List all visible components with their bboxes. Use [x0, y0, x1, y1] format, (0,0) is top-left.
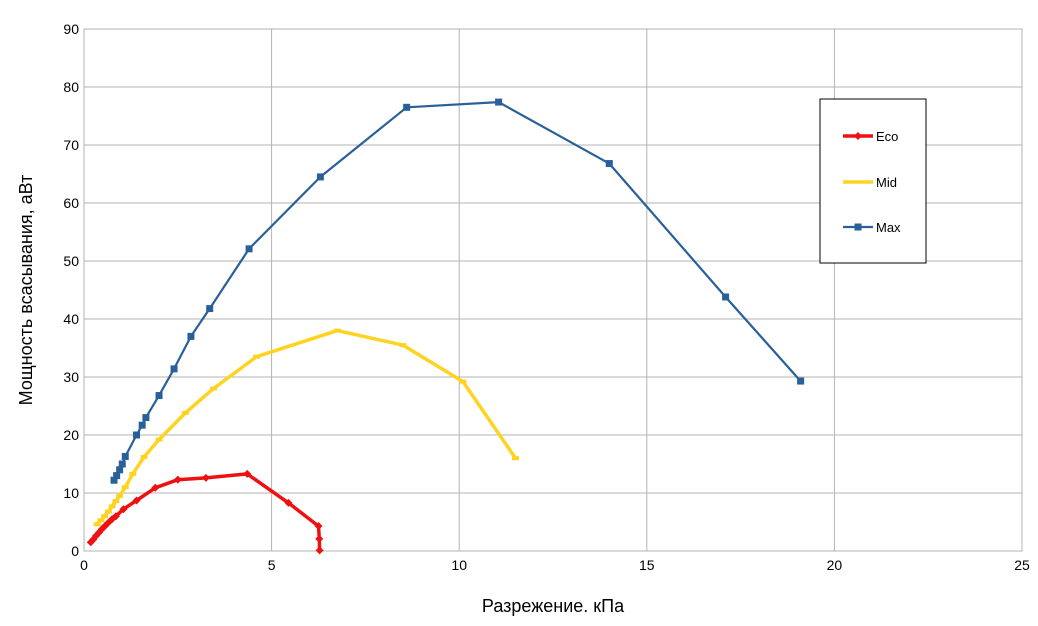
- data-point-mid: [104, 509, 112, 514]
- data-point-max: [495, 98, 503, 106]
- legend-label-max: Max: [876, 220, 901, 235]
- legend-item-eco: Eco: [843, 129, 898, 144]
- x-tick-label: 20: [827, 557, 843, 573]
- x-tick-label: 5: [268, 557, 276, 573]
- y-tick-label: 30: [63, 369, 79, 385]
- y-tick-label: 70: [63, 137, 79, 153]
- legend: Eco Mid Max: [819, 98, 927, 264]
- data-point-max: [155, 392, 163, 400]
- series-mid: [93, 328, 519, 527]
- x-axis-ticks: 0 5 10 15 20 25: [80, 557, 1030, 573]
- data-point-max: [403, 103, 411, 111]
- data-point-mid: [253, 354, 261, 359]
- data-point-max: [121, 452, 129, 460]
- x-tick-label: 25: [1014, 557, 1030, 573]
- plot-area: [83, 28, 1023, 552]
- data-point-max: [113, 472, 121, 480]
- data-point-mid: [101, 514, 109, 519]
- data-point-max: [187, 332, 195, 340]
- y-tick-label: 40: [63, 311, 79, 327]
- data-point-mid: [399, 343, 407, 348]
- data-point-mid: [459, 379, 467, 384]
- data-point-max: [138, 421, 146, 429]
- data-point-eco: [173, 475, 182, 484]
- y-tick-label: 20: [63, 427, 79, 443]
- data-point-max: [116, 466, 124, 474]
- data-point-mid: [97, 518, 105, 523]
- data-point-max: [316, 173, 324, 181]
- y-tick-label: 0: [71, 543, 79, 559]
- data-point-eco: [111, 512, 120, 521]
- data-point-eco: [243, 469, 252, 478]
- data-point-eco: [284, 498, 293, 507]
- data-point-max: [605, 160, 613, 168]
- data-point-mid: [116, 493, 124, 498]
- data-point-max: [170, 365, 178, 373]
- data-point-mid: [93, 522, 101, 527]
- legend-label-eco: Eco: [876, 129, 898, 144]
- data-point-eco: [201, 473, 210, 482]
- data-point-eco: [151, 483, 160, 492]
- data-point-mid: [129, 471, 137, 476]
- legend-item-mid: Mid: [843, 175, 897, 190]
- series-line-mid: [95, 328, 517, 526]
- data-point-mid: [333, 328, 341, 333]
- data-point-max: [245, 245, 253, 253]
- y-axis-ticks: 0 10 20 30 40 50 60 70 80 90: [63, 21, 79, 559]
- x-tick-label: 15: [639, 557, 655, 573]
- data-point-max: [133, 431, 141, 439]
- legend-label-mid: Mid: [876, 175, 897, 190]
- series-line-max: [113, 100, 802, 481]
- y-tick-label: 80: [63, 79, 79, 95]
- data-point-mid: [155, 437, 163, 442]
- x-axis-title: Разрежение. кПа: [482, 596, 625, 616]
- data-point-eco: [315, 534, 324, 543]
- y-tick-label: 10: [63, 485, 79, 501]
- data-point-eco: [132, 496, 141, 505]
- series-layer: [86, 98, 805, 555]
- series-eco: [86, 469, 324, 555]
- data-point-mid: [108, 504, 116, 509]
- data-point-mid: [181, 410, 189, 415]
- data-point-max: [797, 377, 805, 385]
- data-point-max: [722, 293, 730, 301]
- data-point-max: [206, 305, 214, 313]
- data-point-mid: [112, 499, 120, 504]
- legend-marker-eco: [854, 132, 862, 140]
- x-tick-label: 10: [451, 557, 467, 573]
- data-point-max: [118, 460, 126, 468]
- series-max: [110, 98, 805, 484]
- data-point-eco: [119, 505, 128, 514]
- y-tick-label: 60: [63, 195, 79, 211]
- x-tick-label: 0: [80, 557, 88, 573]
- legend-marker-max: [854, 223, 862, 231]
- legend-item-max: Max: [843, 220, 901, 235]
- data-point-max: [110, 476, 118, 484]
- y-tick-label: 90: [63, 21, 79, 37]
- y-axis-title: Мощность всасывания, аВт: [16, 175, 36, 406]
- y-tick-label: 50: [63, 253, 79, 269]
- data-point-mid: [121, 485, 129, 490]
- data-point-mid: [140, 455, 148, 460]
- data-point-eco: [314, 522, 323, 531]
- data-point-mid: [511, 456, 519, 461]
- data-point-max: [142, 414, 150, 422]
- data-point-mid: [209, 386, 217, 391]
- data-point-eco: [315, 546, 324, 555]
